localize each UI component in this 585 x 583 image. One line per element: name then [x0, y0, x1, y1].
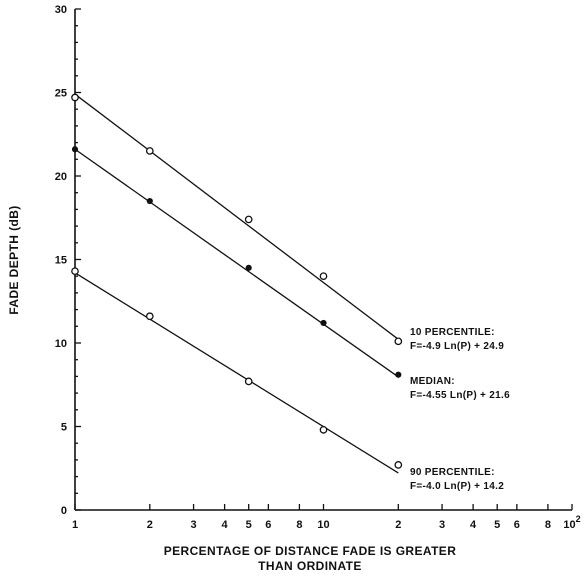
- y-tick-label: 25: [55, 88, 67, 100]
- data-point-median: [71, 146, 79, 153]
- x-tick-label: 3: [191, 519, 197, 531]
- x-tick-label: 8: [296, 519, 302, 531]
- annotation-10-percentile-title: 10 PERCENTILE:: [410, 327, 495, 338]
- data-point-10-percentile: [244, 215, 253, 224]
- y-tick-label: 15: [55, 255, 67, 267]
- y-axis-ticks: 0 5 10 15 20 25 30: [55, 4, 81, 517]
- x-axis-ticks: 1 2 3 4 5 6 8 10 2 3 4 5 6 8 102: [72, 504, 581, 531]
- x-tick-label: 2: [147, 519, 153, 531]
- x-tick-label: 10: [317, 519, 329, 531]
- data-point-90-percentile: [71, 267, 79, 276]
- data-point-median: [395, 371, 402, 378]
- annotation-10-percentile-equation: F=-4.9 Ln(P) + 24.9: [410, 341, 504, 352]
- data-point-90-percentile: [394, 461, 403, 469]
- data-point-90-percentile: [244, 377, 253, 386]
- x-axis-label-line1: PERCENTAGE OF DISTANCE FADE IS GREATER: [164, 544, 457, 558]
- data-point-10-percentile: [145, 147, 154, 155]
- annotation-median-equation: F=-4.55 Ln(P) + 21.6: [410, 390, 510, 401]
- data-point-median: [245, 264, 252, 271]
- y-tick-label: 20: [55, 171, 67, 183]
- y-tick-label: 30: [55, 4, 67, 16]
- x-tick-label: 2: [395, 519, 401, 531]
- x-tick-label: 4: [222, 519, 229, 531]
- y-tick-label: 10: [55, 338, 67, 350]
- x-tick-label: 8: [545, 519, 551, 531]
- fit-line-90-percentile: [74, 272, 399, 474]
- data-point-median: [146, 197, 153, 205]
- annotation-90-percentile: 90 PERCENTILE: F=-4.0 Ln(P) + 14.2: [410, 467, 504, 492]
- annotation-median-title: MEDIAN:: [410, 376, 455, 387]
- x-axis-label-line2: THAN ORDINATE: [258, 559, 362, 573]
- x-tick-label: 5: [246, 519, 252, 531]
- x-tick-label-exponent: 2: [576, 514, 581, 524]
- y-tick-label: 5: [61, 422, 67, 434]
- x-tick-label: 4: [470, 519, 477, 531]
- data-point-10-percentile: [71, 93, 79, 102]
- x-tick-label: 6: [514, 519, 520, 531]
- x-tick-label: 6: [265, 519, 271, 531]
- fit-line-median: [74, 148, 399, 378]
- annotation-10-percentile: 10 PERCENTILE: F=-4.9 Ln(P) + 24.9: [410, 327, 504, 352]
- x-tick-label: 3: [439, 519, 445, 531]
- data-points: [71, 93, 403, 469]
- fit-lines: [74, 93, 399, 474]
- data-point-10-percentile: [394, 337, 403, 346]
- data-point-median: [320, 319, 327, 327]
- data-point-90-percentile: [145, 312, 154, 321]
- x-tick-label: 5: [494, 519, 500, 531]
- x-tick-label: 1: [72, 519, 78, 531]
- y-axis-label: FADE DEPTH (dB): [7, 205, 21, 314]
- y-tick-label: 0: [61, 505, 67, 517]
- fit-line-10-percentile: [74, 93, 399, 340]
- annotation-90-percentile-title: 90 PERCENTILE:: [410, 467, 495, 478]
- plot-axes: [74, 9, 572, 511]
- data-point-10-percentile: [319, 272, 328, 281]
- annotation-90-percentile-equation: F=-4.0 Ln(P) + 14.2: [410, 481, 504, 492]
- x-tick-label: 102: [563, 514, 580, 531]
- annotation-median: MEDIAN: F=-4.55 Ln(P) + 21.6: [410, 376, 510, 401]
- data-point-90-percentile: [319, 425, 328, 434]
